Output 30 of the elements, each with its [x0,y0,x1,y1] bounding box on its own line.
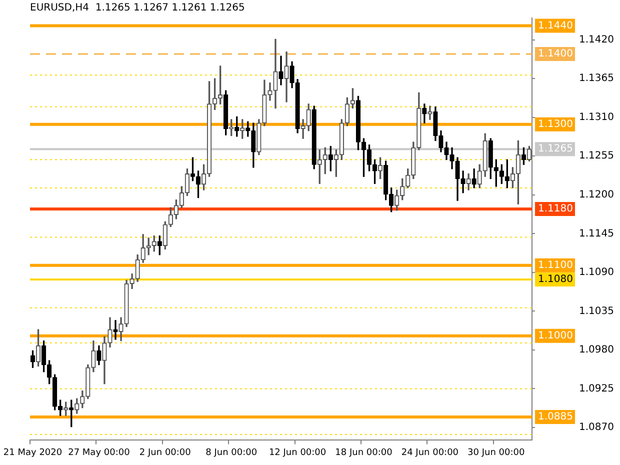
y-tick-label: 1.1200 [579,190,614,201]
ref-line-label: 1.1100 [538,260,573,271]
ref-line-label: 1.1400 [538,48,573,60]
candlestick [278,56,284,86]
candlestick [113,320,118,340]
y-tick-label: 1.1420 [579,34,614,46]
y-tick-label: 1.0925 [579,383,614,394]
chart-title: EURUSD,H4 1.1265 1.1267 1.1261 1.1265 [30,2,245,14]
x-tick-label: 12 Jun 00:00 [268,448,326,458]
ref-line-label: 1.1440 [538,20,573,32]
ref-line-label: 1.1180 [538,204,573,215]
ref-line-label: 1.1080 [538,274,573,286]
x-tick-label: 24 Jun 00:00 [401,448,459,458]
ref-line-label: 1.1300 [538,119,573,130]
y-tick-label: 1.1365 [579,73,614,84]
y-tick-label: 1.1035 [579,306,614,317]
x-tick-label: 21 May 2020 [3,448,62,458]
y-tick-label: 1.0870 [579,422,614,434]
y-tick-label: 1.1255 [579,150,614,162]
x-tick-label: 30 Jun 00:00 [468,448,525,458]
x-tick-label: 27 May 00:00 [68,448,130,458]
y-tick-label: 1.1310 [579,112,614,123]
ref-line-label: 1.0885 [538,412,573,423]
x-tick-label: 8 Jun 00:00 [206,448,258,458]
ref-line-label: 1.1000 [538,330,573,342]
y-tick-label: 1.0980 [579,344,614,356]
x-tick-label: 2 Jun 00:00 [139,448,192,458]
y-tick-label: 1.1145 [579,228,614,240]
x-tick-label: 18 Jun 00:00 [335,448,393,458]
y-tick-label: 1.1090 [579,267,614,278]
